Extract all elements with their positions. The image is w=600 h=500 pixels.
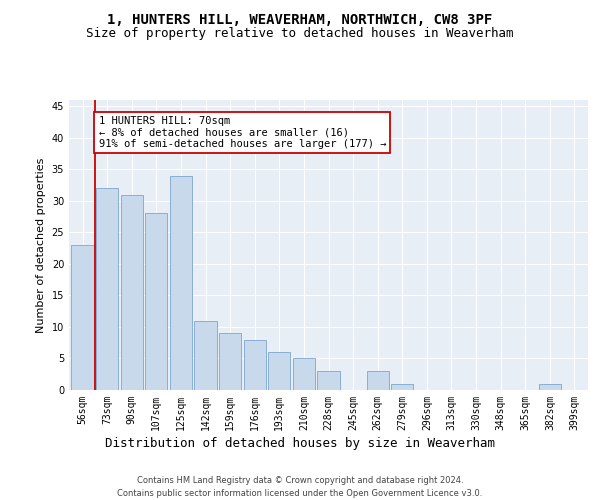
- Bar: [71, 245, 94, 390]
- Text: Contains HM Land Registry data © Crown copyright and database right 2024.: Contains HM Land Registry data © Crown c…: [137, 476, 463, 485]
- Bar: [170, 176, 192, 390]
- Bar: [121, 194, 143, 390]
- Bar: [219, 334, 241, 390]
- Text: Distribution of detached houses by size in Weaverham: Distribution of detached houses by size …: [105, 438, 495, 450]
- Bar: [367, 371, 389, 390]
- Text: 1, HUNTERS HILL, WEAVERHAM, NORTHWICH, CW8 3PF: 1, HUNTERS HILL, WEAVERHAM, NORTHWICH, C…: [107, 12, 493, 26]
- Y-axis label: Number of detached properties: Number of detached properties: [36, 158, 46, 332]
- Bar: [391, 384, 413, 390]
- Bar: [293, 358, 315, 390]
- Text: 1 HUNTERS HILL: 70sqm
← 8% of detached houses are smaller (16)
91% of semi-detac: 1 HUNTERS HILL: 70sqm ← 8% of detached h…: [98, 116, 386, 149]
- Bar: [145, 214, 167, 390]
- Bar: [539, 384, 561, 390]
- Text: Contains public sector information licensed under the Open Government Licence v3: Contains public sector information licen…: [118, 489, 482, 498]
- Bar: [194, 320, 217, 390]
- Bar: [268, 352, 290, 390]
- Text: Size of property relative to detached houses in Weaverham: Size of property relative to detached ho…: [86, 28, 514, 40]
- Bar: [96, 188, 118, 390]
- Bar: [317, 371, 340, 390]
- Bar: [244, 340, 266, 390]
